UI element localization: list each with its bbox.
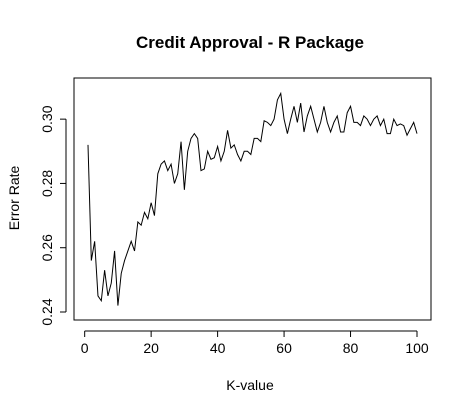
x-tick-label: 40 [210, 340, 226, 356]
x-tick-label: 60 [276, 340, 292, 356]
x-axis: 0 20 40 60 80 100 [81, 330, 429, 356]
chart-title: Credit Approval - R Package [136, 33, 364, 52]
x-tick-label: 20 [143, 340, 159, 356]
series-line [87, 91, 418, 306]
y-tick-label: 0.24 [39, 298, 55, 325]
plot-frame [73, 77, 432, 321]
x-tick-label: 100 [405, 340, 429, 356]
series-layer [87, 91, 418, 306]
y-axis: 0.24 0.26 0.28 0.30 [39, 105, 67, 326]
y-tick-label: 0.26 [39, 234, 55, 261]
y-tick-label: 0.30 [39, 105, 55, 132]
y-axis-label: Error Rate [6, 166, 22, 231]
x-tick-label: 0 [81, 340, 89, 356]
y-tick-label: 0.28 [39, 170, 55, 197]
x-tick-label: 80 [343, 340, 359, 356]
x-axis-label: K-value [226, 377, 274, 393]
